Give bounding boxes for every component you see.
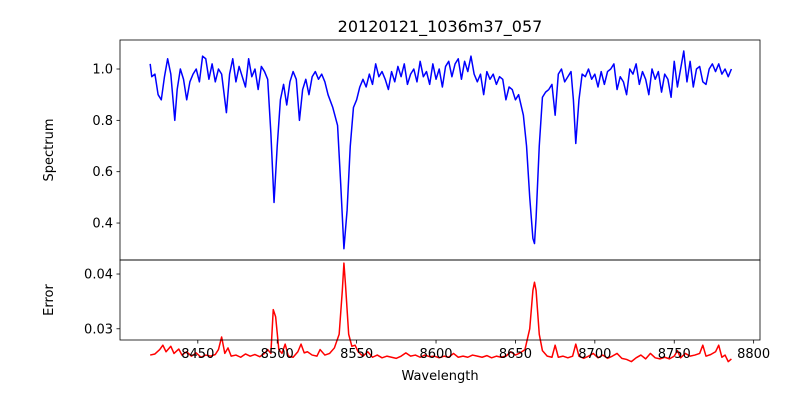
chart-title: 20120121_1036m37_057	[338, 17, 543, 37]
error-y-tick-label: 0.03	[84, 322, 113, 337]
error-y-tick-label: 0.04	[84, 268, 113, 283]
error-axes-frame	[119, 259, 761, 341]
error-y-axis-label: Error	[42, 284, 57, 316]
x-tick-label: 8550	[340, 347, 373, 362]
spectrum-y-tick-label: 0.6	[92, 165, 113, 180]
spectrum-y-tick-label: 1.0	[92, 63, 113, 78]
spectrum-y-tick-label: 0.4	[92, 217, 113, 232]
spectrum-panel: 0.4 0.6 0.8 1.0	[92, 39, 761, 261]
spectrum-y-axis-label: Spectrum	[42, 119, 57, 182]
spectrum-y-tick-label: 0.8	[92, 114, 113, 129]
x-tick-label: 8600	[419, 347, 452, 362]
x-tick-label: 8700	[578, 347, 611, 362]
error-panel: 0.03 0.04 8450 8500 8550 8600 8650 8700 8750 8800	[84, 259, 770, 363]
x-tick-label: 8500	[261, 347, 294, 362]
x-tick-label: 8650	[499, 347, 532, 362]
x-tick-label: 8750	[658, 347, 691, 362]
x-axis-label: Wavelength	[401, 369, 478, 384]
x-tick-label: 8800	[737, 347, 770, 362]
spectrum-line	[149, 50, 733, 250]
x-tick-label: 8450	[181, 347, 214, 362]
error-line	[150, 262, 732, 363]
